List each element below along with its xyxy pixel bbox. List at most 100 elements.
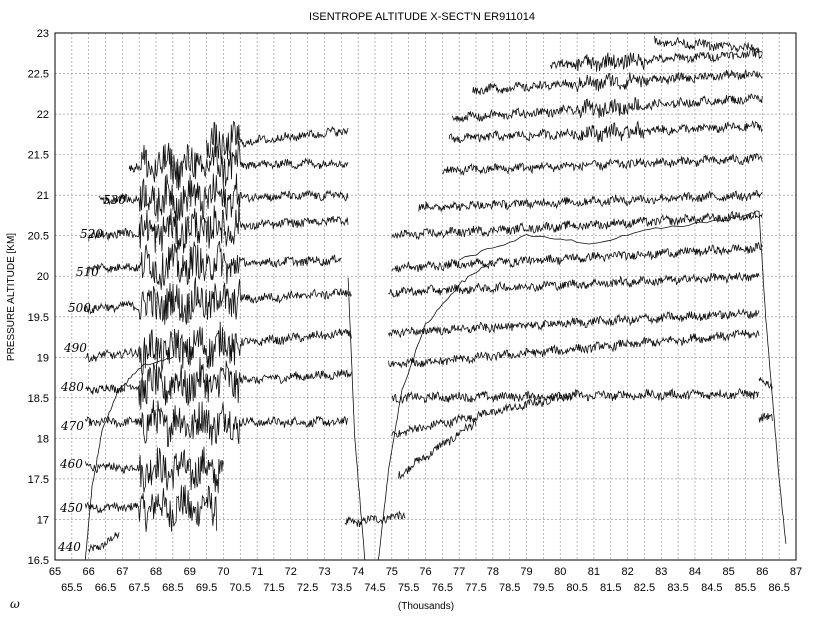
trajectory-line [84,356,174,561]
x-ticks: 65 66 67 68 69 70 71 72 73 74 75 76 77 78 79 80 81 82 83 84… [49,566,802,594]
x-tick-label: 81.5 [600,582,621,594]
x-tick-label: 67.5 [128,582,149,594]
isentrope-label: 490 [63,341,87,355]
x-tick-label: 69 [184,566,196,578]
x-tick-label: 70 [217,566,229,578]
x-tick-label: 75 [386,566,398,578]
y-tick-label: 17 [37,514,49,526]
x-tick-label: 78 [487,566,499,578]
x-tick-label: 71.5 [263,582,284,594]
y-tick-label: 20.5 [28,231,49,243]
y-tick-label: 23 [37,28,49,40]
plot-frame [54,32,797,561]
isentrope-label: 440 [57,540,81,554]
x-tick-label: 77.5 [465,582,486,594]
x-tick-label: 87 [790,566,802,578]
x-tick-label: 67 [116,566,128,578]
trajectory-line [758,210,787,544]
isentrope-label: 520 [80,227,103,241]
x-tick-label: 66.5 [95,582,116,594]
y-tick-label: 21 [37,190,49,202]
y-tick-label: 18.5 [28,393,49,405]
isentrope-label: 470 [60,419,84,433]
series-line-480 [391,387,760,405]
chart-title: ISENTROPE ALTITUDE X-SECT'N ER911014 [309,11,535,23]
y-tick-label: 19 [37,352,49,364]
isentrope-labels: 530 520 510 500 490 480 470 460 450 440 [57,193,126,554]
x-tick-label: 75.5 [398,582,419,594]
x-tick-label: 85 [723,566,735,578]
series-line-520 [391,241,763,273]
x-tick-label: 86.5 [768,582,789,594]
series-line-490 [388,329,760,369]
x-axis-label: (Thousands) [398,601,454,612]
x-tick-label: 76.5 [432,582,453,594]
series-line-520 [88,202,349,254]
series-line-540 [128,140,349,191]
x-tick-label: 83.5 [667,582,688,594]
series-line-470 [391,388,578,438]
x-tick-label: 79.5 [533,582,554,594]
series-line-510 [88,240,342,290]
series-line-580 [472,69,763,95]
isentrope-label: 460 [59,457,83,471]
x-tick-label: 72 [285,566,297,578]
y-tick-label: 19.5 [28,312,49,324]
x-tick-label: 73.5 [331,582,352,594]
series-line-530 [98,173,349,222]
x-tick-label: 86 [756,566,768,578]
y-tick-label: 20 [37,271,49,283]
y-tick-label: 18 [37,433,49,445]
series-line-470 [758,412,773,423]
series-line-450 [344,510,406,528]
series-line-490 [85,321,352,376]
isentrope-label: 530 [103,193,126,207]
x-tick-label: 66 [83,566,95,578]
series-line-480 [85,357,352,410]
series-line-530 [391,209,763,240]
y-axis-label: PRESSURE ALTITUDE [KM] [6,233,17,361]
x-tick-label: 84.5 [701,582,722,594]
x-tick-label: 85.5 [735,582,756,594]
x-tick-label: 73 [318,566,330,578]
x-tick-label: 74 [352,566,364,578]
x-tick-label: 72.5 [297,582,318,594]
isentrope-label: 450 [59,501,83,515]
x-tick-label: 65 [49,566,61,578]
x-tick-label: 68.5 [162,582,183,594]
series-line-560 [448,120,763,144]
trajectory-line [458,210,760,261]
x-tick-label: 83 [655,566,667,578]
x-tick-label: 78.5 [499,582,520,594]
series-line-500 [388,308,760,338]
isentrope-label: 480 [60,380,84,394]
series-line-550 [206,120,349,165]
y-tick-label: 16.5 [28,555,49,567]
series-line-500 [84,277,352,325]
y-tick-label: 22 [37,109,49,121]
trajectory-line [347,277,366,561]
x-tick-label: 65.5 [61,582,82,594]
y-tick-label: 22.5 [28,69,49,81]
x-tick-label: 80 [554,566,566,578]
x-tick-label: 79 [520,566,532,578]
series-line-480 [758,377,773,390]
x-tick-label: 81 [588,566,600,578]
x-tick-label: 70.5 [230,582,251,594]
y-ticks: 16.5 17 17.5 18 18.5 19 19.5 20 20.5 21 21.5 22 22.5… [28,28,49,567]
x-tick-label: 74.5 [364,582,385,594]
series-line-510 [388,272,760,298]
x-tick-label: 82 [621,566,633,578]
x-tick-label: 84 [689,566,701,578]
series-line-600 [654,35,763,54]
series-group [84,35,787,561]
x-tick-label: 68 [150,566,162,578]
series-line-460 [84,446,224,494]
trajectory-line [377,259,494,561]
series-line-460 [398,420,477,480]
x-tick-label: 69.5 [196,582,217,594]
y-tick-label: 21.5 [28,150,49,162]
x-tick-label: 82.5 [634,582,655,594]
isentrope-label: 500 [68,301,91,315]
